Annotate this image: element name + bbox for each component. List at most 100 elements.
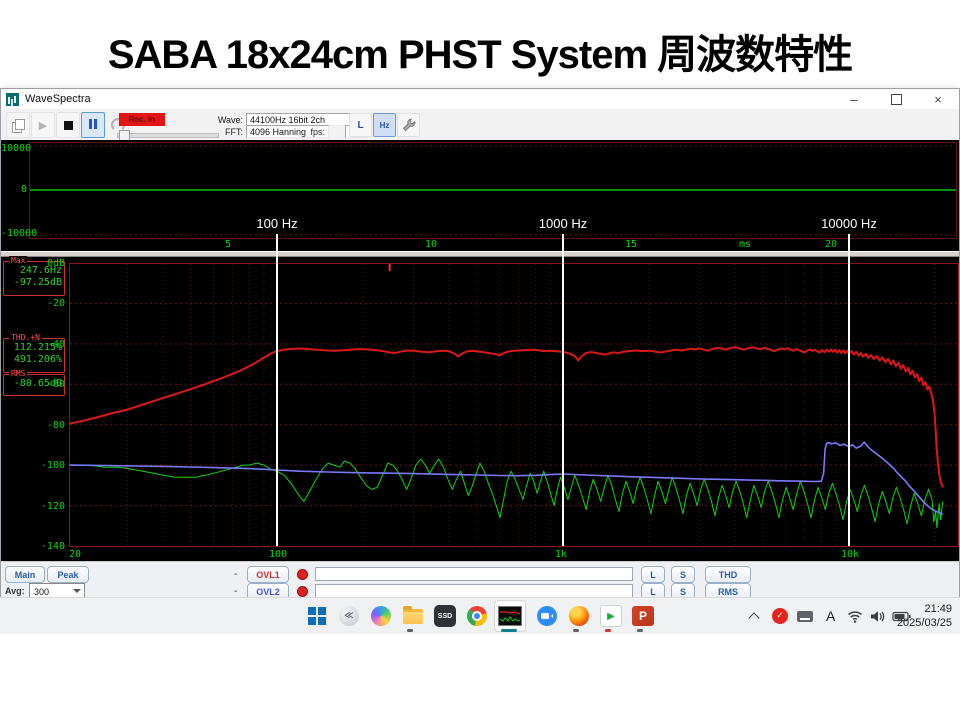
thd-readout-title: THD.+N	[9, 333, 42, 342]
stop-icon	[63, 120, 73, 130]
thd-button[interactable]: THD	[705, 566, 751, 583]
annotation-line	[276, 234, 278, 546]
thd-button-label: THD	[718, 569, 738, 580]
tray-volume-item[interactable]	[870, 598, 885, 634]
axis-tick-label: 20	[69, 549, 82, 560]
taskbar-item-explorer[interactable]	[399, 602, 427, 630]
taskbar-item-chrome[interactable]	[463, 602, 491, 630]
taskbar-item-powerpoint[interactable]: P	[629, 602, 657, 630]
tray-keyboard-item[interactable]	[797, 598, 813, 634]
waveform-plot	[29, 142, 957, 239]
annotation-line	[562, 234, 564, 546]
taskbar-item-ssd[interactable]: SSD	[431, 602, 459, 630]
dash-label-2: -	[234, 586, 238, 597]
axis-tick-label: 15	[625, 239, 638, 250]
security-shield-icon: ✓	[772, 608, 788, 624]
window-title: WaveSpectra	[25, 93, 91, 105]
taskbar-item-firefox[interactable]	[565, 602, 593, 630]
copy-button[interactable]	[6, 112, 30, 138]
ovl1-button[interactable]: OVL1	[247, 566, 289, 583]
spectrum-panel: Max 247.6Hz -97.25dB THD.+N 112.215% 491…	[1, 256, 959, 561]
copy-icon	[12, 118, 25, 133]
taskbar-item-wavespectra[interactable]	[494, 600, 526, 632]
max-frequency-value: 247.6Hz	[19, 265, 62, 276]
s1-button[interactable]: S	[671, 566, 695, 583]
main-button[interactable]: Main	[5, 566, 45, 583]
taskbar-item-share[interactable]: ≪	[335, 602, 363, 630]
play-button[interactable]: ▶	[31, 112, 55, 138]
l1-button[interactable]: L	[641, 566, 665, 583]
green-arrow-app-icon: ▶	[600, 605, 622, 627]
axis-tick-label: -120	[40, 501, 65, 512]
l2-button-label: L	[650, 586, 656, 597]
clock-time: 21:49	[924, 603, 952, 615]
annotation-label: 1000 Hz	[538, 216, 588, 231]
annotation-line	[848, 234, 850, 546]
stop-button[interactable]	[56, 112, 80, 138]
axis-tick-label: 10000	[1, 143, 32, 154]
start-button[interactable]	[303, 602, 331, 630]
hz-settings-button[interactable]: Hz	[373, 113, 396, 137]
max-readout: Max 247.6Hz -97.25dB	[3, 256, 65, 296]
axis-tick-label: 0dB	[46, 258, 65, 269]
dash-label-1: -	[234, 569, 238, 580]
maximize-button[interactable]	[875, 89, 917, 109]
tray-battery-item[interactable]	[892, 598, 911, 634]
battery-icon	[892, 611, 911, 621]
powerpoint-icon: P	[632, 606, 654, 626]
fft-label: FFT:	[225, 127, 243, 137]
waveform-panel: 10000 0 -10000 5 10 15 20 ms	[1, 140, 959, 251]
taskbar-item-report[interactable]: ▶	[597, 602, 625, 630]
tray-expand-button[interactable]	[748, 598, 760, 634]
wrench-icon	[402, 118, 415, 132]
peak-button[interactable]: Peak	[47, 566, 89, 583]
axis-tick-label: 10	[425, 239, 438, 250]
windows-logo-icon	[308, 607, 326, 625]
close-button[interactable]: ×	[917, 89, 959, 109]
avg-select-value: 300	[34, 586, 50, 597]
axis-unit-label: ms	[739, 239, 752, 250]
shield-glyph: ✓	[776, 611, 784, 621]
tray-wifi-item[interactable]	[847, 598, 863, 634]
tray-clock[interactable]: 21:49 2025/03/25	[897, 602, 952, 630]
pause-button[interactable]	[81, 112, 105, 138]
axis-tick-label: -40	[46, 339, 65, 350]
axis-tick-label: 20	[825, 239, 838, 250]
axis-tick-label: -80	[46, 420, 65, 431]
rms-button-label: RMS	[718, 586, 738, 597]
touch-keyboard-icon	[797, 610, 813, 622]
thd-value-1: 112.215%	[13, 342, 62, 353]
rms-value: -80.65dB	[13, 378, 62, 389]
hz-settings-icon: Hz	[379, 120, 390, 130]
zoom-icon	[537, 606, 557, 626]
ime-mode-button[interactable]: A	[826, 598, 835, 634]
speaker-icon	[871, 610, 885, 622]
window-titlebar[interactable]: WaveSpectra – ×	[1, 89, 959, 109]
axis-tick-label: 100	[269, 549, 288, 560]
explorer-running-indicator	[407, 629, 413, 632]
powerpoint-running-indicator	[637, 629, 643, 632]
ovl2-file-field[interactable]	[315, 584, 633, 598]
ovl1-file-field[interactable]	[315, 567, 633, 581]
axis-scale-button[interactable]: L	[349, 113, 372, 137]
axis-tick-label: -10000	[1, 228, 38, 239]
taskbar-item-copilot[interactable]	[367, 602, 395, 630]
tray-security-item[interactable]: ✓	[772, 598, 788, 634]
chevron-up-icon	[748, 611, 760, 624]
taskbar-item-zoom[interactable]	[533, 602, 561, 630]
annotation-label: 10000 Hz	[821, 216, 877, 231]
file-explorer-icon	[403, 605, 423, 624]
green-arrow-glyph: ▶	[607, 610, 615, 622]
rms-readout-title: RMS	[9, 369, 28, 378]
firefox-running-indicator	[573, 629, 579, 632]
settings-button[interactable]	[397, 113, 420, 137]
l1-button-label: L	[650, 569, 656, 580]
minimize-button[interactable]: –	[833, 89, 875, 109]
panel-splitter[interactable]	[1, 251, 959, 257]
report-running-indicator	[605, 629, 611, 632]
fft-field: 4096 Hanning	[246, 125, 329, 138]
ime-mode-label: A	[826, 608, 836, 624]
axis-tick-label: 1k	[555, 549, 568, 560]
axis-tick-label: 10k	[841, 549, 860, 560]
